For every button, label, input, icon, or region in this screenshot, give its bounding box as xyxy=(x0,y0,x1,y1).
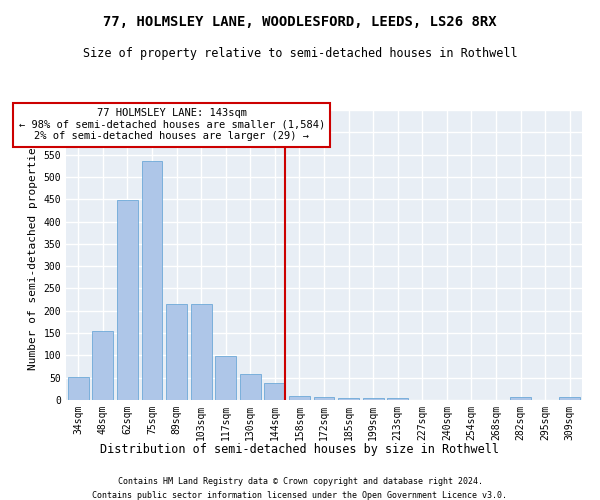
Text: 77 HOLMSLEY LANE: 143sqm
← 98% of semi-detached houses are smaller (1,584)
2% of: 77 HOLMSLEY LANE: 143sqm ← 98% of semi-d… xyxy=(19,108,325,142)
Text: Contains public sector information licensed under the Open Government Licence v3: Contains public sector information licen… xyxy=(92,491,508,500)
Bar xyxy=(166,304,187,400)
Text: Size of property relative to semi-detached houses in Rothwell: Size of property relative to semi-detach… xyxy=(83,48,517,60)
Bar xyxy=(362,398,383,400)
Bar xyxy=(191,304,212,400)
Bar xyxy=(215,356,236,400)
Bar xyxy=(314,397,334,400)
Bar xyxy=(338,398,359,400)
Y-axis label: Number of semi-detached properties: Number of semi-detached properties xyxy=(28,140,38,370)
Text: Distribution of semi-detached houses by size in Rothwell: Distribution of semi-detached houses by … xyxy=(101,442,499,456)
Bar xyxy=(559,398,580,400)
Bar xyxy=(387,398,408,400)
Text: 77, HOLMSLEY LANE, WOODLESFORD, LEEDS, LS26 8RX: 77, HOLMSLEY LANE, WOODLESFORD, LEEDS, L… xyxy=(103,15,497,29)
Text: Contains HM Land Registry data © Crown copyright and database right 2024.: Contains HM Land Registry data © Crown c… xyxy=(118,478,482,486)
Bar xyxy=(117,200,138,400)
Bar xyxy=(289,396,310,400)
Bar xyxy=(510,398,531,400)
Bar xyxy=(142,162,163,400)
Bar xyxy=(265,383,286,400)
Bar xyxy=(68,377,89,400)
Bar xyxy=(240,374,261,400)
Bar xyxy=(92,331,113,400)
